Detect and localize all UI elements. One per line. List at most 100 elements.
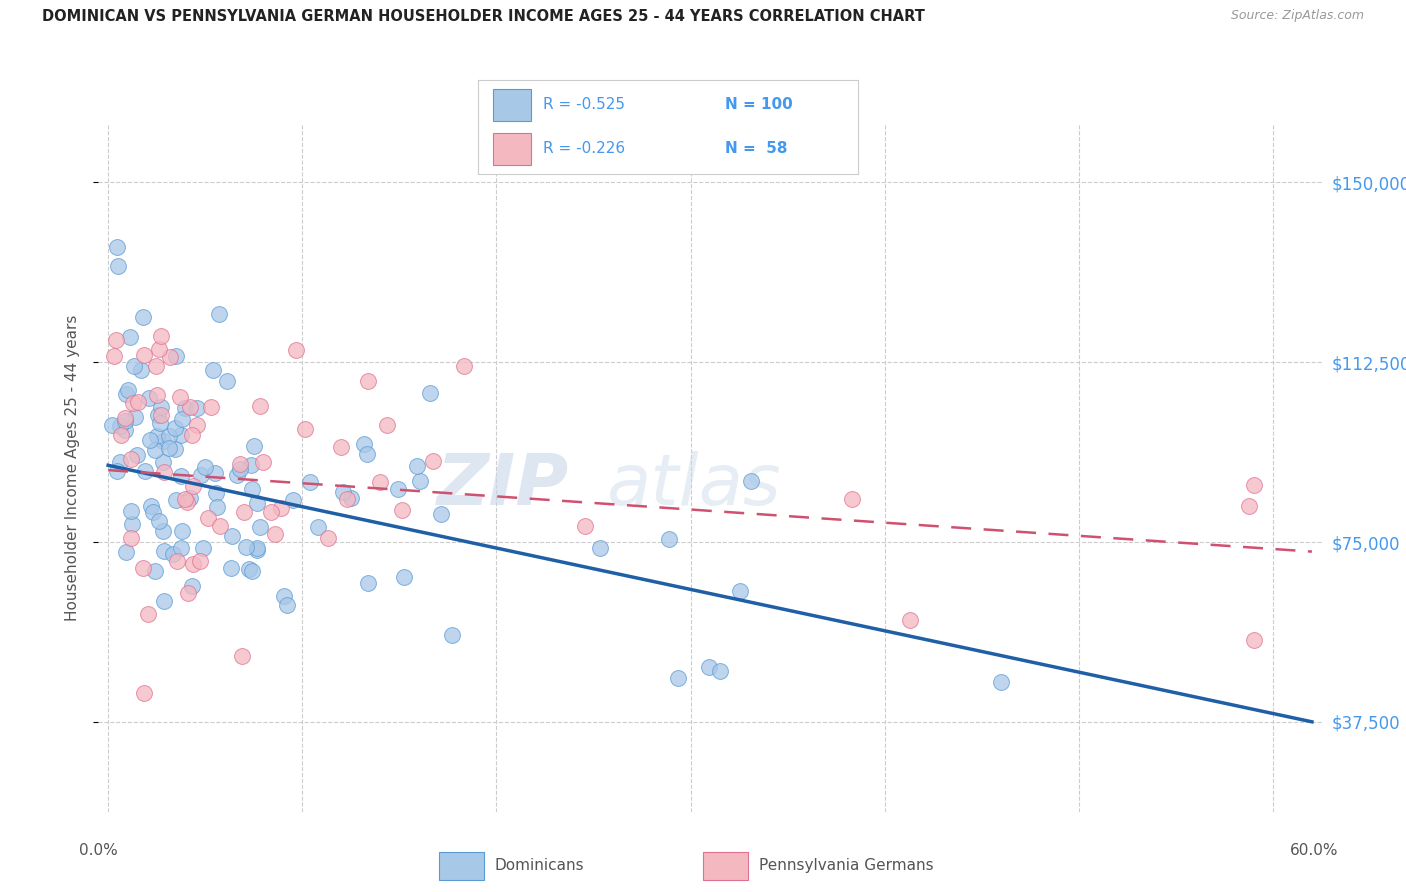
Point [356, 447, 378, 461]
Point [150, 400, 173, 414]
Point [841, 492, 863, 507]
Point [134, 464, 156, 478]
Point [138, 391, 160, 405]
Point [181, 427, 204, 442]
Point [132, 561, 155, 575]
Point [114, 410, 136, 425]
Text: ZIP: ZIP [437, 451, 569, 520]
Point [406, 458, 429, 473]
Point [231, 648, 253, 663]
Point [375, 418, 398, 433]
Point [260, 505, 283, 519]
Point [152, 434, 174, 448]
Point [166, 554, 188, 568]
Point [336, 491, 359, 506]
Point [170, 427, 193, 442]
Point [115, 387, 138, 401]
Point [353, 436, 375, 450]
Point [139, 434, 162, 448]
Point [391, 503, 413, 517]
Point [150, 328, 173, 343]
Point [658, 532, 681, 546]
Bar [703, 852, 748, 880]
Point [152, 465, 174, 479]
Point [121, 516, 143, 531]
Point [709, 664, 731, 678]
Point [440, 628, 463, 642]
Point [283, 493, 305, 508]
Point [900, 613, 922, 627]
Point [1243, 478, 1265, 492]
Point [740, 474, 762, 488]
Point [190, 468, 212, 483]
Point [246, 543, 269, 558]
Point [276, 598, 298, 612]
Point [219, 561, 242, 575]
Text: N =  58: N = 58 [725, 141, 787, 156]
Point [120, 504, 142, 518]
Point [246, 496, 269, 510]
Point [120, 451, 142, 466]
Point [105, 240, 128, 254]
Point [117, 383, 139, 397]
Point [120, 330, 142, 344]
Point [163, 421, 186, 435]
Point [152, 543, 174, 558]
Point [148, 408, 170, 422]
Point [170, 524, 193, 539]
Point [172, 412, 194, 426]
Point [208, 519, 231, 533]
Text: DOMINICAN VS PENNSYLVANIA GERMAN HOUSEHOLDER INCOME AGES 25 - 44 YEARS CORRELATI: DOMINICAN VS PENNSYLVANIA GERMAN HOUSEHO… [42, 9, 925, 24]
Point [697, 660, 720, 674]
Point [157, 442, 180, 456]
Point [666, 671, 689, 685]
Point [229, 458, 252, 472]
Text: Pennsylvania Germans: Pennsylvania Germans [759, 858, 934, 872]
Point [204, 466, 226, 480]
Text: Dominicans: Dominicans [495, 858, 585, 872]
Point [127, 394, 149, 409]
Point [235, 540, 257, 554]
Point [243, 439, 266, 453]
Point [240, 482, 263, 496]
Point [159, 351, 181, 365]
Point [188, 554, 211, 568]
Bar [494, 133, 531, 164]
Point [105, 464, 128, 478]
Point [136, 607, 159, 622]
Point [124, 410, 146, 425]
Point [197, 511, 219, 525]
Point [332, 484, 354, 499]
Point [1239, 499, 1261, 513]
Point [329, 440, 352, 454]
Point [181, 557, 204, 571]
Point [114, 423, 136, 437]
Point [240, 564, 263, 578]
Point [103, 349, 125, 363]
Point [145, 359, 167, 374]
Point [110, 455, 132, 469]
Point [316, 531, 339, 545]
Point [356, 575, 378, 590]
Point [143, 443, 166, 458]
Point [181, 578, 204, 592]
Point [419, 385, 441, 400]
Point [264, 526, 287, 541]
Point [186, 401, 208, 416]
Text: atlas: atlas [606, 451, 780, 520]
Point [149, 417, 172, 431]
Point [207, 307, 229, 321]
Point [990, 675, 1012, 690]
Point [148, 342, 170, 356]
Point [108, 419, 131, 434]
Point [357, 374, 380, 388]
Point [201, 363, 224, 377]
Point [422, 454, 444, 468]
Point [392, 570, 415, 584]
Point [132, 310, 155, 325]
Point [205, 500, 228, 514]
Point [215, 374, 238, 388]
Point [205, 486, 228, 500]
Point [589, 541, 612, 555]
Point [162, 547, 184, 561]
